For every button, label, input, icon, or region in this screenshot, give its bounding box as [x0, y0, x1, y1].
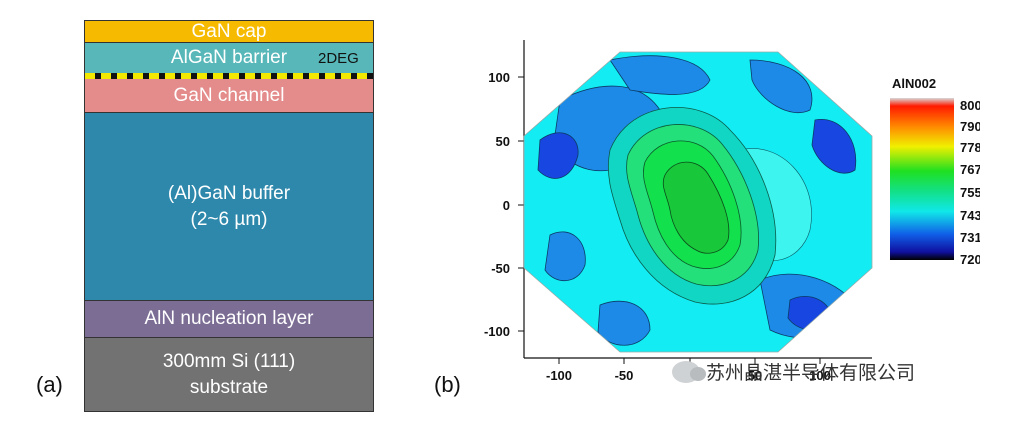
algan-barrier-layer: AlGaN barrier: [85, 43, 373, 73]
contour-blue-bottom-left: [544, 231, 586, 282]
algan-buffer-layer: (Al)GaN buffer (2~6 µm): [85, 113, 373, 301]
2deg-label: 2DEG: [318, 50, 359, 67]
legend-level: 767.1: [960, 162, 980, 177]
wechat-icon: [672, 360, 706, 383]
y-tick-label: 50: [496, 134, 510, 149]
wafer-contour-map: 100 50 0 -50 -100 -100 -50 0 50 100: [484, 40, 980, 380]
legend-level: 790.6: [960, 119, 980, 134]
y-tick-label: 100: [488, 70, 510, 85]
gan-channel-layer: GaN channel: [85, 79, 373, 113]
buffer-label-line2: (2~6 µm): [190, 208, 268, 230]
watermark-text: 苏州晶湛半导体有限公司: [706, 363, 916, 384]
contour-green-core: [662, 161, 730, 254]
x-tick-label: -50: [615, 368, 634, 380]
layer-stack-diagram: GaN cap AlGaN barrier GaN channel (Al)Ga…: [84, 20, 374, 412]
legend-level: 778.9: [960, 140, 980, 155]
panel-label-a: (a): [36, 372, 63, 397]
buffer-label-line1: (Al)GaN buffer: [167, 182, 291, 204]
aln-nucleation-layer: AlN nucleation layer: [85, 301, 373, 338]
y-tick-label: 0: [503, 198, 510, 213]
panel-label-b: (b): [434, 372, 461, 397]
y-tick-label: -100: [484, 324, 510, 339]
gan-channel-label: GaN channel: [173, 84, 285, 106]
legend-title: AlN002: [892, 76, 936, 91]
x-tick-label: -100: [546, 368, 572, 380]
nucleation-label: AlN nucleation layer: [144, 308, 314, 330]
gan-cap-label: GaN cap: [191, 20, 267, 42]
gan-cap-layer: GaN cap: [85, 21, 373, 43]
y-axis-ticks: 100 50 0 -50 -100: [484, 70, 524, 339]
legend-level: 743.5: [960, 208, 980, 223]
color-legend: AlN002 800.0 790.6 778.9 767.1 755.3 743…: [890, 76, 980, 267]
contour-blue-top: [609, 55, 711, 95]
legend-level: 755.3: [960, 185, 980, 200]
substrate-label-line1: 300mm Si (111): [162, 350, 296, 372]
legend-color-bar: [890, 98, 954, 260]
contour-dark-blue-right: [811, 118, 857, 174]
substrate-label-line2: substrate: [189, 376, 269, 398]
x-tick-label: 100: [809, 368, 831, 380]
watermark: 苏州晶湛半导体有限公司: [672, 358, 915, 385]
contour-blue-top-right: [749, 59, 813, 113]
contour-dark-blue-left: [537, 132, 579, 179]
si-substrate-layer: 300mm Si (111) substrate: [85, 338, 373, 411]
legend-level: 731.8: [960, 230, 980, 245]
legend-level: 720.0: [960, 252, 980, 267]
y-tick-label: -50: [491, 261, 510, 276]
wafer-outline: [523, 51, 873, 353]
x-tick-label: 50: [748, 368, 762, 380]
algan-barrier-label: AlGaN barrier: [170, 47, 288, 69]
legend-level: 800.0: [960, 98, 980, 113]
2deg-dashed-line: [85, 73, 373, 79]
